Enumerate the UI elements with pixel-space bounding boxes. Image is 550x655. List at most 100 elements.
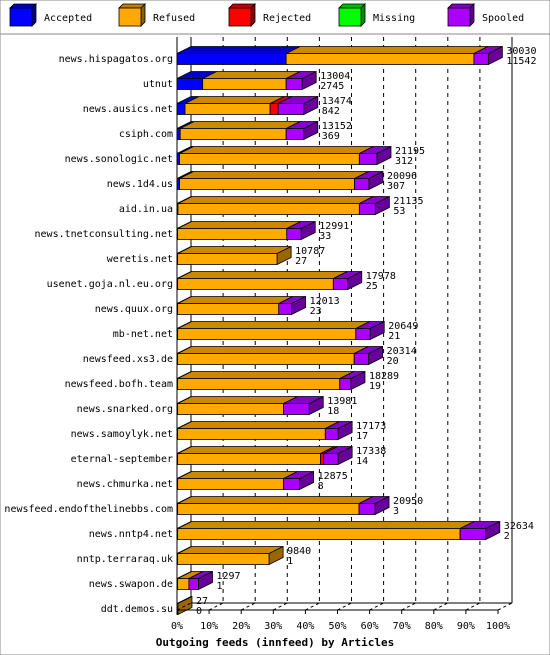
bar-segment-refused	[177, 503, 360, 515]
bar-top-refused	[177, 321, 370, 329]
bar-top-refused	[177, 421, 340, 429]
bar-segment-spooled	[277, 103, 305, 115]
value-offered: 9840	[287, 546, 311, 557]
row-label: news.tnetconsulting.net	[35, 229, 173, 240]
bar-segment-refused	[177, 228, 288, 240]
value-offered: 27	[196, 596, 208, 607]
bar-segment-refused	[177, 203, 360, 215]
bar-side-spooled	[374, 195, 390, 216]
bar-segment-refused	[177, 553, 270, 565]
bar-segment-spooled	[188, 578, 199, 590]
bar-segment-refused	[285, 53, 475, 65]
value-offered: 12991	[319, 221, 349, 232]
row-label: usenet.goja.nl.eu.org	[47, 279, 173, 290]
bar-row	[176, 120, 319, 141]
row-label: news.samoylyk.net	[71, 429, 173, 440]
bar-side-spooled	[337, 445, 353, 466]
value-offered: 32634	[504, 521, 534, 532]
value-accepted: 17	[356, 431, 368, 442]
bar-side-spooled	[308, 395, 324, 416]
bar-segment-spooled	[286, 228, 302, 240]
value-offered: 13474	[322, 96, 352, 107]
bar-segment-spooled	[324, 428, 339, 440]
bar-segment-spooled	[358, 153, 378, 165]
x-tick-label: 20%	[232, 621, 250, 632]
x-tick-label: 30%	[264, 621, 282, 632]
bar-side-spooled	[303, 95, 319, 116]
row-label: news.snarked.org	[77, 404, 173, 415]
floor-grid-line	[208, 602, 224, 611]
bar-top-refused	[285, 46, 489, 54]
floor-grid-line	[305, 602, 320, 611]
bar-segment-refused	[177, 478, 284, 490]
bar-side-spooled	[369, 320, 385, 341]
bar-segment-refused	[177, 303, 280, 315]
bar-row	[176, 495, 390, 516]
value-accepted: 21	[388, 331, 400, 342]
bar-row	[176, 95, 319, 116]
bar-top-refused	[184, 96, 285, 104]
row-label: ddt.demos.su	[101, 604, 173, 615]
x-tick-label: 70%	[393, 621, 411, 632]
bar-segment-refused	[177, 328, 357, 340]
legend-swatch-side	[250, 3, 256, 27]
floor-grid-line	[497, 602, 513, 611]
bar-segment-refused	[177, 278, 334, 290]
legend-swatch-missing	[338, 7, 362, 27]
legend-label-accepted: Accepted	[44, 13, 92, 24]
bar-segment-refused	[179, 153, 360, 165]
bars	[176, 45, 503, 616]
bar-segment-accepted	[176, 78, 204, 90]
value-accepted: 33	[319, 231, 331, 242]
legend-swatch-side	[469, 3, 475, 27]
value-accepted: 1	[287, 556, 293, 567]
bar-segment-spooled	[278, 303, 292, 315]
bar-row	[176, 245, 292, 266]
x-tick-label: 40%	[296, 621, 314, 632]
bar-segment-spooled	[285, 78, 303, 90]
bar-side-spooled	[337, 420, 353, 441]
bar-side-spooled	[368, 170, 384, 191]
bar-top-refused	[177, 396, 298, 404]
value-accepted: 19	[369, 381, 381, 392]
bar-row	[176, 170, 384, 191]
bar-side-spooled	[347, 270, 363, 291]
row-label: eternal-september	[71, 454, 173, 465]
x-tick-label: 0%	[171, 621, 183, 632]
bar-top-refused	[177, 196, 374, 204]
bar-side-spooled	[300, 220, 316, 241]
bar-segment-spooled	[354, 178, 370, 190]
value-accepted: 1	[217, 581, 223, 592]
legend-label-refused: Refused	[153, 13, 195, 24]
value-offered: 20649	[388, 321, 418, 332]
bar-row	[176, 395, 324, 416]
bar-segment-spooled	[339, 378, 352, 390]
bar-segment-spooled	[459, 528, 487, 540]
value-offered: 12875	[318, 471, 348, 482]
value-accepted: 27	[295, 256, 307, 267]
legend: Accepted Refused Rejected Missing Spooled	[0, 0, 550, 35]
bar-side-spooled	[198, 570, 213, 591]
bar-top-refused	[177, 496, 374, 504]
bar-segment-spooled	[283, 478, 301, 490]
bar-segment-refused	[202, 78, 287, 90]
legend-label-rejected: Rejected	[263, 13, 311, 24]
bar-segment-refused	[177, 578, 190, 590]
bar-row	[176, 520, 501, 541]
bar-row	[176, 345, 384, 366]
bar-segment-refused	[184, 103, 271, 115]
row-label: news.chmurka.net	[77, 479, 173, 490]
bar-segment-refused	[177, 428, 326, 440]
value-accepted: 2745	[320, 81, 344, 92]
bar-row	[176, 370, 366, 391]
bar-side-spooled	[376, 145, 392, 166]
bar-side-spooled	[303, 120, 319, 141]
row-label: news.hispagatos.org	[59, 54, 173, 65]
value-accepted: 23	[310, 306, 322, 317]
value-accepted: 842	[322, 106, 340, 117]
bar-side-spooled	[368, 345, 384, 366]
row-label: news.sonologic.net	[65, 154, 173, 165]
bar-segment-refused	[177, 453, 321, 465]
bar-segment-spooled	[283, 403, 310, 415]
legend-swatch-spooled	[447, 7, 471, 27]
